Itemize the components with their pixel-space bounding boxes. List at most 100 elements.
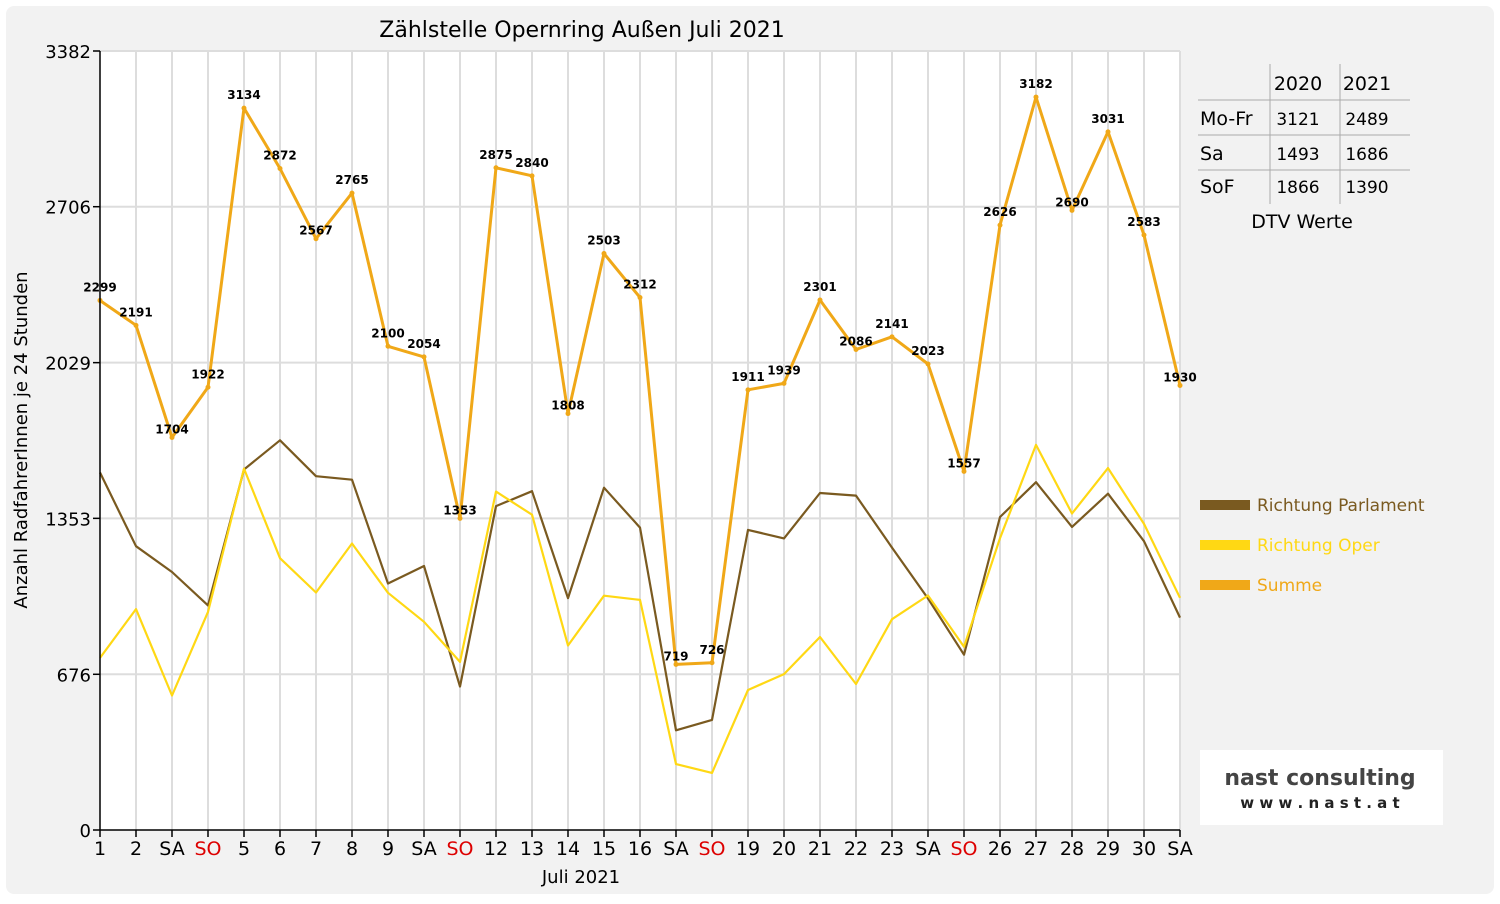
data-label: 2626 [983,205,1016,219]
summe-point [745,387,751,393]
x-axis-ticks: 1 2 SA SO 5 6 7 8 9 SA SO 12 13 14 15 16 SA SO 19 20 21 22 23 S… [94,830,1193,860]
data-label: 726 [699,643,724,657]
dtv-table: 2020 2021 Mo-Fr 3121 2489 Sa 1493 1686 S… [1198,64,1410,233]
summe-point [637,294,643,300]
data-label: 1930 [1163,370,1196,384]
x-tick-label: 26 [988,838,1012,860]
summe-point [565,411,571,417]
data-label: 2503 [587,233,620,247]
x-tick-label: SA [159,838,184,860]
x-tick-label: 7 [310,838,322,860]
data-label: 2690 [1055,195,1088,209]
x-tick-label: 2 [130,838,142,860]
data-label: 1911 [731,370,764,384]
data-label: 719 [663,649,688,663]
x-tick-label: 20 [772,838,796,860]
y-tick-label: 2706 [45,198,91,219]
x-axis-label: Juli 2021 [541,867,620,888]
x-tick-label: 14 [556,838,580,860]
y-axis-ticks: 0 676 1353 2029 2706 3382 [45,42,100,842]
summe-point [961,468,967,474]
x-tick-label: 13 [520,838,544,860]
data-label: 2567 [299,224,332,238]
x-tick-label: 6 [274,838,286,860]
legend: Richtung Parlament Richtung Oper Summe [1200,496,1425,596]
summe-point [673,661,679,667]
x-tick-label: 16 [628,838,652,860]
data-label: 3134 [227,88,260,102]
data-label: 2765 [335,173,368,187]
data-label: 2100 [371,326,404,340]
x-tick-label: 19 [736,838,760,860]
data-label: 1704 [155,423,188,437]
summe-point [1105,129,1111,135]
data-label: 2840 [515,156,548,170]
legend-swatch [1200,500,1250,510]
table-cell: 1686 [1345,145,1388,165]
legend-swatch [1200,580,1250,590]
summe-point [1069,207,1075,213]
x-tick-label: SO [446,838,473,860]
summe-point [601,250,607,256]
series-line-richtung-oper [99,443,1181,775]
data-label: 2301 [803,280,836,294]
x-tick-label: 8 [346,838,358,860]
y-axis-label: Anzahl RadfahrerInnen je 24 Stunden [11,271,32,608]
summe-point [421,354,427,360]
table-row-label: Mo-Fr [1200,108,1253,130]
table-cell: 1493 [1276,145,1319,165]
x-tick-label: SO [194,838,221,860]
x-tick-label: 30 [1132,838,1156,860]
x-tick-label: 28 [1060,838,1084,860]
x-tick-label: SO [698,838,725,860]
data-label: 3182 [1019,77,1052,91]
data-label: 2086 [839,335,872,349]
table-cell: 1390 [1345,178,1388,198]
data-label: 2875 [479,148,512,162]
data-label: 2054 [407,337,440,351]
x-tick-label: 22 [844,838,868,860]
x-tick-label: 12 [484,838,508,860]
summe-point [169,435,175,441]
y-tick-label: 3382 [45,42,91,63]
x-tick-label: 27 [1024,838,1048,860]
y-tick-label: 0 [80,821,91,842]
logo-name: nast consulting [1224,766,1415,791]
y-tick-label: 676 [57,665,91,686]
summe-point [709,660,715,666]
grid-lines [100,50,1181,830]
data-label: 2872 [263,148,296,162]
table-cell: 1866 [1276,178,1319,198]
legend-label: Summe [1257,576,1322,596]
data-label: 1557 [947,456,980,470]
x-tick-label: SA [915,838,940,860]
data-label: 3031 [1091,112,1124,126]
summe-point [277,165,283,171]
summe-point [493,165,499,171]
table-header-cell: 2020 [1274,73,1322,95]
summe-point [1141,232,1147,238]
x-tick-label: SO [950,838,977,860]
data-label: 2023 [911,344,944,358]
x-tick-label: SA [663,838,688,860]
summe-point [385,343,391,349]
summe-point [529,173,535,179]
legend-swatch [1200,540,1250,550]
logo-background [1200,750,1443,825]
summe-point [781,380,787,386]
x-tick-label: 9 [382,838,394,860]
data-label: 2312 [623,277,656,291]
summe-point [313,236,319,242]
y-tick-label: 2029 [45,354,91,375]
table-cell: 2489 [1345,110,1388,130]
data-label: 1808 [551,399,584,413]
series-line-richtung-parlament [99,439,1181,732]
summe-point [889,334,895,340]
data-label: 2191 [119,305,152,319]
x-tick-label: 15 [592,838,616,860]
table-row-label: Sa [1200,143,1224,165]
x-tick-label: 21 [808,838,832,860]
x-tick-label: SA [411,838,436,860]
